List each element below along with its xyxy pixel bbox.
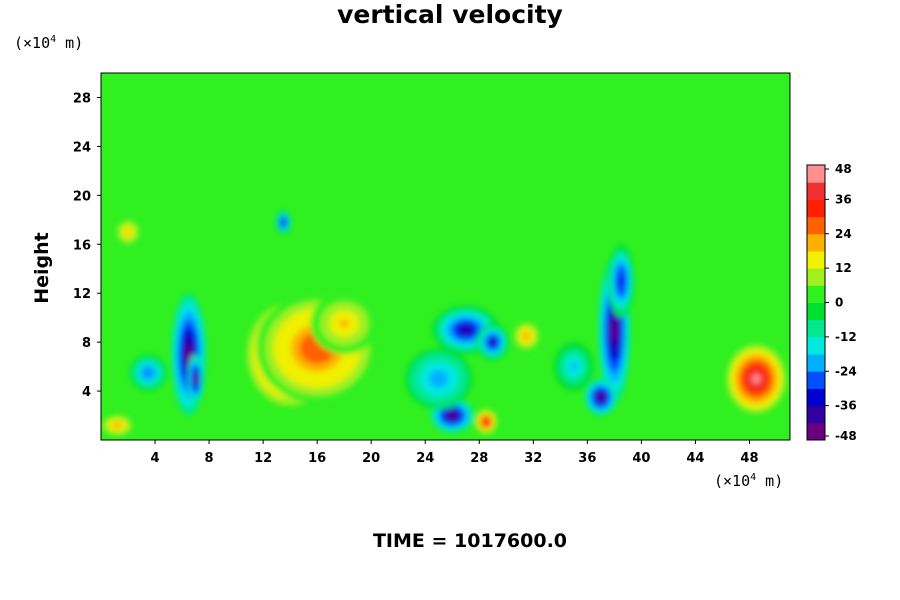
colorbar-swatch	[807, 165, 825, 183]
field-contour	[751, 373, 761, 384]
colorbar-tick-label: -36	[835, 399, 857, 413]
y-tick-label: 20	[73, 189, 91, 204]
colorbar-tick-label: 24	[835, 227, 852, 241]
colorbar-swatch	[807, 268, 825, 286]
colorbar-swatch	[807, 199, 825, 218]
x-tick-label: 20	[362, 451, 380, 466]
colorbar-tick-label: 36	[835, 192, 852, 206]
field-contour	[145, 370, 151, 376]
x-axis-unit: (×104 m)	[714, 472, 783, 490]
y-unit-prefix: (×10	[14, 34, 51, 52]
chart-title: vertical velocity	[337, 0, 563, 29]
x-tick-label: 48	[740, 451, 758, 466]
x-axis: 4 8 12 16 20 24 28 32 36 40 44 48	[151, 440, 759, 466]
field-contour	[449, 413, 456, 418]
x-tick-label: 28	[470, 451, 488, 466]
y-tick-label: 4	[82, 385, 91, 400]
colorbar-swatch	[807, 182, 825, 200]
colorbar-tick-label: -24	[835, 364, 857, 378]
y-axis: 4 8 12 16 20 24 28	[73, 91, 101, 400]
field-features	[101, 210, 786, 437]
colorbar-swatch	[807, 422, 825, 441]
y-unit-exp: 4	[50, 34, 57, 45]
y-unit-suffix: m)	[56, 34, 84, 52]
field-contour	[619, 275, 624, 287]
colorbar-swatch	[807, 250, 825, 269]
colorbar-tick-label: 12	[835, 261, 852, 275]
x-unit-prefix: (×10	[714, 472, 751, 490]
colorbar-swatch	[807, 388, 825, 407]
field-contour	[433, 374, 444, 384]
colorbar-tick-label: -48	[835, 429, 857, 443]
colorbar-swatch	[807, 354, 825, 372]
y-tick-label: 24	[73, 140, 91, 155]
field-contour	[126, 229, 130, 235]
x-tick-label: 12	[254, 451, 272, 466]
field-contour	[114, 423, 120, 427]
colorbar-swatch	[807, 216, 825, 235]
plot-area	[101, 73, 790, 440]
x-tick-label: 4	[151, 451, 160, 466]
colorbar-swatch	[807, 233, 825, 252]
colorbar-tick-label: 48	[835, 162, 852, 176]
colorbar-swatch	[807, 302, 825, 321]
colorbar-swatch	[807, 336, 825, 355]
x-tick-label: 40	[632, 451, 650, 466]
colorbar-swatch	[807, 371, 825, 389]
colorbar-tick-label: -12	[835, 330, 857, 344]
x-tick-label: 36	[578, 451, 596, 466]
x-tick-label: 8	[205, 451, 214, 466]
field-contour	[460, 326, 471, 334]
field-contour	[570, 363, 577, 371]
x-tick-label: 24	[416, 451, 434, 466]
colorbar-swatch	[807, 285, 825, 303]
field-contour	[194, 375, 197, 383]
time-label: TIME = 1017600.0	[372, 530, 568, 552]
y-tick-label: 12	[73, 287, 91, 302]
field-contour	[598, 394, 604, 400]
colorbar-tick-label: 0	[835, 296, 843, 310]
field-contour	[339, 319, 350, 329]
y-tick-label: 8	[82, 336, 91, 351]
x-unit-suffix: m)	[756, 472, 784, 490]
y-tick-label: 28	[73, 91, 91, 106]
plot-frame	[100, 72, 791, 441]
field-contour	[186, 345, 192, 364]
x-tick-label: 44	[686, 451, 704, 466]
field-contour	[490, 339, 496, 345]
field-contour	[612, 319, 617, 341]
x-tick-label: 32	[524, 451, 542, 466]
colorbar-swatch	[807, 319, 825, 338]
field-contour	[484, 419, 488, 424]
colorbar: 48 36 24 12 0 -12 -24 -36 -48	[806, 162, 857, 443]
x-tick-label: 16	[308, 451, 326, 466]
y-tick-label: 16	[73, 238, 91, 253]
colorbar-swatch	[807, 405, 825, 424]
field-contour	[282, 220, 285, 224]
x-unit-exp: 4	[750, 472, 757, 483]
y-axis-unit: (×104 m)	[14, 34, 83, 52]
field-contour	[524, 333, 529, 339]
